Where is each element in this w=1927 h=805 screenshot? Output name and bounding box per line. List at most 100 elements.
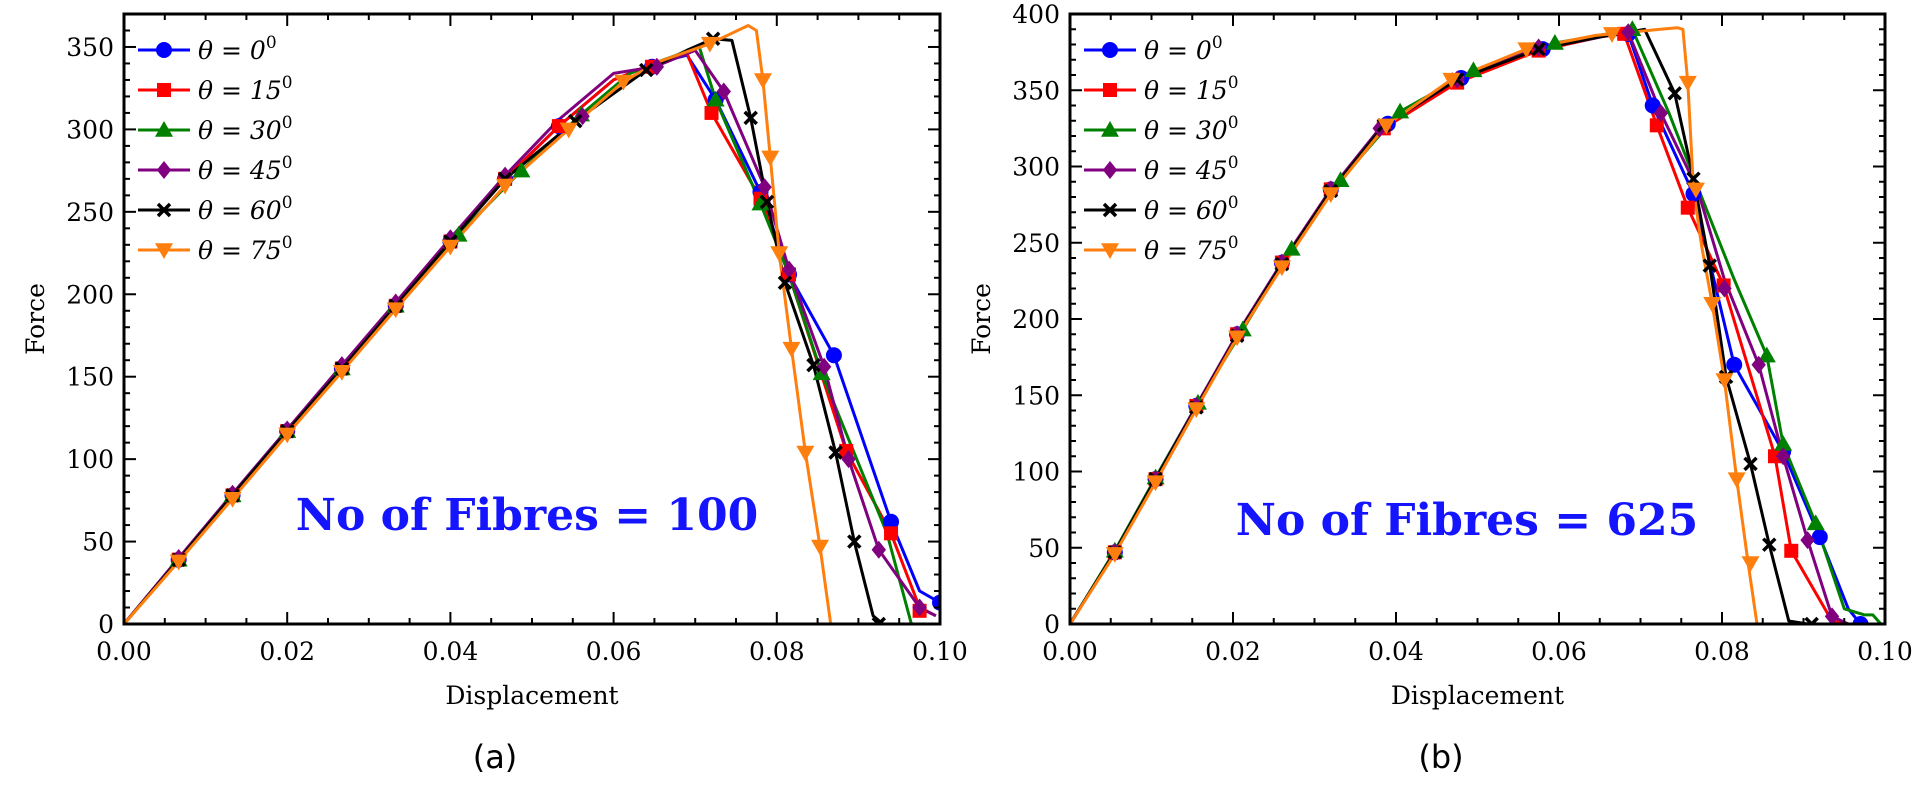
series-5-marker-7 xyxy=(1442,72,1461,89)
y-tick-label: 300 xyxy=(1012,153,1060,182)
legend-label-1-main: θ = 15 xyxy=(1144,76,1228,105)
series-5-marker-15 xyxy=(1741,556,1760,572)
legend-label-5: θ = 750 xyxy=(198,233,293,265)
y-tick-label: 300 xyxy=(66,115,114,144)
series-1-marker-10 xyxy=(1649,118,1664,133)
legend-label-2: θ = 300 xyxy=(1144,113,1239,145)
series-2-marker-12 xyxy=(1806,514,1825,531)
legend-marker-1 xyxy=(1103,83,1117,97)
legend-marker-5 xyxy=(155,243,173,259)
series-5-marker-10 xyxy=(1678,75,1697,92)
legend-label-1: θ = 150 xyxy=(198,73,293,105)
series-3-marker-7 xyxy=(575,107,590,126)
series-3-marker-12 xyxy=(1751,355,1766,374)
legend-label-4-sup: 0 xyxy=(1228,193,1239,213)
series-5-marker-8 xyxy=(614,74,633,91)
legend-marker-4 xyxy=(1102,202,1118,218)
legend-marker-2 xyxy=(1101,121,1119,137)
series-3-marker-10 xyxy=(757,178,772,197)
series-5-marker-7 xyxy=(559,122,578,139)
legend-label-3-sup: 0 xyxy=(282,153,293,173)
series-2-marker-5 xyxy=(1331,171,1350,187)
series-5-marker-1 xyxy=(1146,475,1165,492)
legend-marker-1 xyxy=(157,83,171,97)
series-5-marker-5 xyxy=(1321,187,1340,203)
series-2-marker-4 xyxy=(1282,239,1301,256)
series-4-marker-8 xyxy=(1531,41,1546,57)
legend-label-4-sup: 0 xyxy=(282,193,293,213)
series-1-marker-13 xyxy=(1767,449,1782,464)
x-tick-label: 0.00 xyxy=(1042,637,1098,666)
legend-marker-3 xyxy=(156,161,172,179)
y-tick-label: 150 xyxy=(66,363,114,392)
series-3-marker-10 xyxy=(1653,104,1669,123)
x-tick-label: 0.10 xyxy=(912,637,968,666)
series-5-marker-11 xyxy=(1686,182,1705,199)
plot-area xyxy=(1070,20,1885,624)
series-5-marker-9 xyxy=(1602,27,1621,43)
legend-label-0: θ = 00 xyxy=(198,33,277,65)
series-4-marker-12 xyxy=(777,275,793,290)
series-3-marker-11 xyxy=(1717,279,1732,298)
series-3-marker-11 xyxy=(781,260,797,279)
series-5-marker-13 xyxy=(782,341,801,358)
series-1-marker-13 xyxy=(884,526,899,541)
legend-label-4: θ = 600 xyxy=(1144,193,1239,225)
series-1-marker-7 xyxy=(551,119,566,134)
series-5-marker-0 xyxy=(1105,547,1124,563)
legend-marker-2 xyxy=(155,121,173,137)
legend-marker-0 xyxy=(156,42,172,58)
series-3-marker-15 xyxy=(912,598,927,617)
series-2-marker-6 xyxy=(512,161,531,178)
legend-label-2: θ = 300 xyxy=(198,113,293,145)
y-tick-label: 400 xyxy=(1012,0,1060,29)
series-4-marker-8 xyxy=(639,62,654,78)
y-tick-label: 250 xyxy=(1012,229,1060,258)
fibre-count-annotation: No of Fibres = 625 xyxy=(1236,495,1699,546)
legend-label-3: θ = 450 xyxy=(1144,153,1239,185)
legend-label-3-main: θ = 45 xyxy=(1144,156,1228,185)
legend-marker-3 xyxy=(1102,161,1118,179)
series-3-marker-14 xyxy=(871,540,886,559)
series-4-marker-13 xyxy=(1743,456,1758,472)
legend-label-5-main: θ = 75 xyxy=(1144,236,1228,265)
series-5-marker-13 xyxy=(1715,373,1734,389)
panel-caption: (a) xyxy=(473,738,518,776)
series-0-marker-12 xyxy=(825,347,842,364)
series-5-marker-0 xyxy=(169,554,188,571)
legend-label-2-main: θ = 30 xyxy=(1144,116,1228,145)
series-2-marker-11 xyxy=(1774,435,1793,451)
series-3-marker-9 xyxy=(716,82,731,101)
series-5-marker-4 xyxy=(1272,260,1291,277)
series-3-marker-13 xyxy=(841,450,856,469)
series-5-marker-6 xyxy=(496,178,515,195)
legend-label-0-sup: 0 xyxy=(266,33,277,53)
series-5-marker-6 xyxy=(1377,118,1396,135)
x-tick-label: 0.08 xyxy=(1694,637,1750,666)
y-tick-label: 200 xyxy=(1012,305,1060,334)
series-3-marker-15 xyxy=(1824,607,1840,624)
series-4-marker-14 xyxy=(1762,537,1777,552)
series-2-marker-6 xyxy=(1391,102,1410,119)
x-axis-label: Displacement xyxy=(1391,681,1564,710)
y-tick-label: 100 xyxy=(1012,458,1060,487)
series-1-marker-14 xyxy=(1784,543,1799,558)
series-5-marker-3 xyxy=(332,365,351,381)
series-5-marker-12 xyxy=(1703,297,1722,313)
y-tick-label: 250 xyxy=(66,198,114,227)
legend-label-5-main: θ = 75 xyxy=(198,236,282,265)
x-tick-label: 0.08 xyxy=(749,637,805,666)
series-4-marker-14 xyxy=(828,445,843,460)
x-tick-label: 0.06 xyxy=(1531,637,1587,666)
series-4-marker-13 xyxy=(806,357,821,373)
legend-label-1-main: θ = 15 xyxy=(198,76,282,105)
series-3-marker-12 xyxy=(816,357,832,376)
legend-label-4-main: θ = 60 xyxy=(1144,196,1228,225)
legend-label-3-sup: 0 xyxy=(1228,153,1239,173)
y-axis-label: Force xyxy=(21,283,50,355)
series-4-marker-11 xyxy=(1702,258,1718,273)
series-5-marker-8 xyxy=(1517,42,1536,59)
